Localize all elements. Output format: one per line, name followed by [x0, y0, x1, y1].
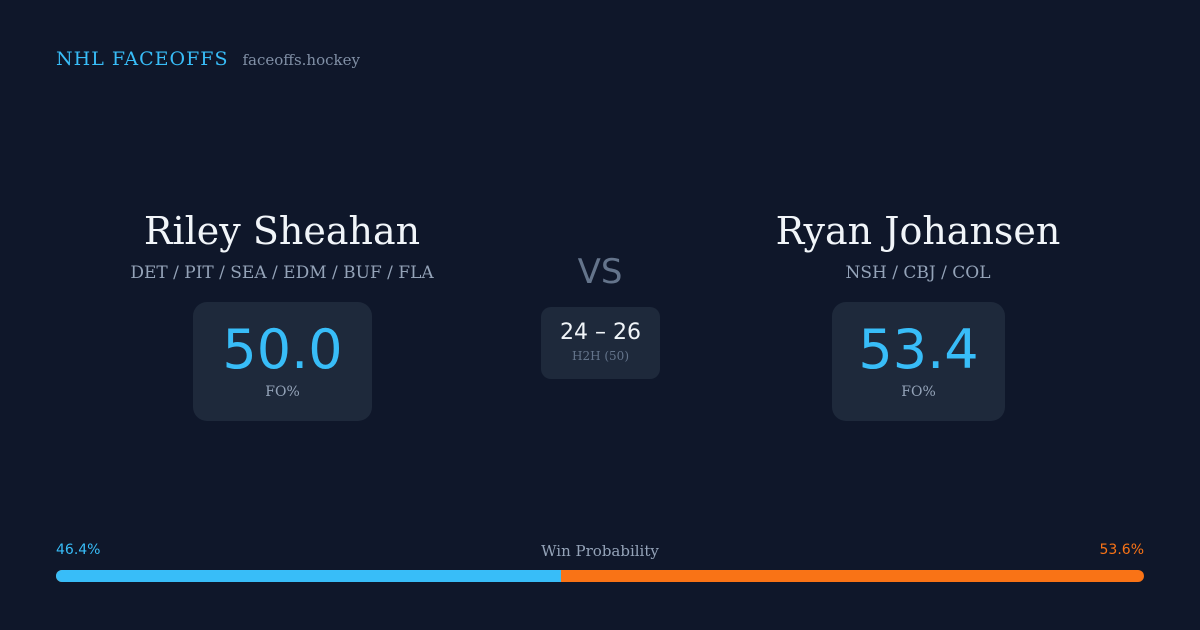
- win-probability-bar-left-fill: [56, 570, 561, 582]
- player-left-fo-value: 50.0: [222, 318, 343, 381]
- win-probability-right: 53.6%: [1099, 542, 1144, 558]
- win-probability-title: Win Probability: [541, 542, 659, 560]
- player-left-teams: DET / PIT / SEA / EDM / BUF / FLA: [130, 263, 434, 283]
- player-left: Riley Sheahan DET / PIT / SEA / EDM / BU…: [82, 205, 482, 283]
- player-left-fo-label: FO%: [265, 384, 300, 400]
- player-right-fo-value: 53.4: [858, 318, 979, 381]
- brand-header: NHL FACEOFFS faceoffs.hockey: [56, 48, 360, 70]
- win-probability-left: 46.4%: [56, 542, 101, 558]
- head-to-head-label: H2H (50): [571, 349, 629, 363]
- player-right-fo-label: FO%: [901, 384, 936, 400]
- brand-domain: faceoffs.hockey: [242, 51, 360, 69]
- win-probability-bar: [56, 570, 1144, 582]
- player-right: Ryan Johansen NSH / CBJ / COL: [718, 205, 1118, 283]
- player-left-stat-card: 50.0 FO%: [193, 302, 372, 421]
- head-to-head-score: 24 – 26: [560, 320, 641, 345]
- player-left-name: Riley Sheahan: [143, 209, 421, 253]
- head-to-head-card: 24 – 26 H2H (50): [541, 307, 660, 379]
- win-probability-labels: 46.4% Win Probability 53.6%: [56, 542, 1144, 562]
- player-right-stat-card: 53.4 FO%: [832, 302, 1005, 421]
- player-right-name: Ryan Johansen: [775, 209, 1061, 253]
- versus-label: VS: [577, 252, 623, 292]
- brand-title: NHL FACEOFFS: [56, 48, 229, 70]
- player-right-teams: NSH / CBJ / COL: [845, 263, 991, 283]
